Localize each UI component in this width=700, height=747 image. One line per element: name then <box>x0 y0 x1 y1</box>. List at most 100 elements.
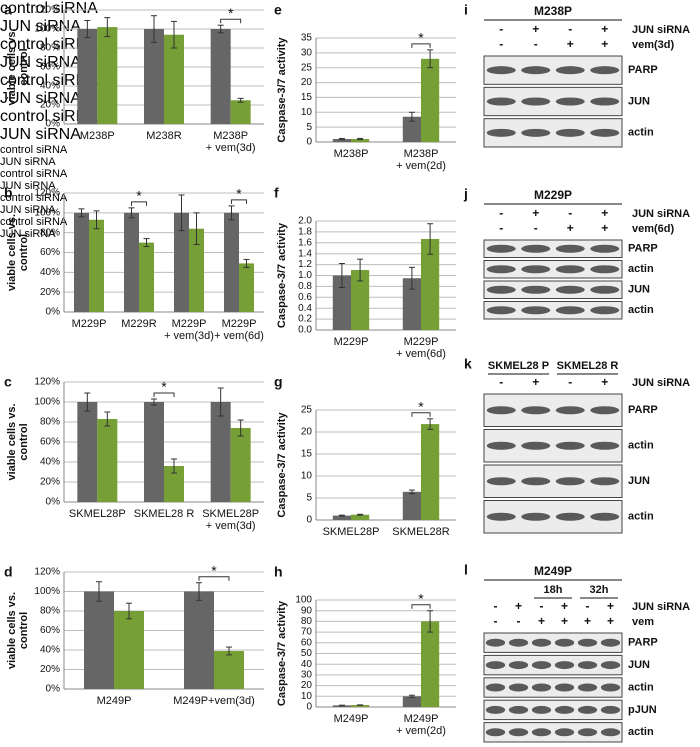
y-tick-label: 120% <box>34 377 60 388</box>
y-tick-label: 30 <box>301 670 313 681</box>
legend-label: JUN siRNA <box>0 180 56 192</box>
y-tick-label: 20% <box>40 477 60 488</box>
y-tick-label: 0.0 <box>298 325 312 336</box>
bar <box>164 466 184 502</box>
blot-band <box>521 97 551 106</box>
legend-label: control siRNA <box>0 72 98 89</box>
condition-label: JUN siRNA <box>632 24 690 36</box>
blot-strip <box>483 301 623 320</box>
bar <box>332 515 351 520</box>
y-tick-label: 10 <box>301 107 313 118</box>
x-tick-label: M229R <box>121 318 157 330</box>
bar <box>402 696 421 707</box>
legend-label: JUN siRNA <box>0 156 56 168</box>
bar <box>351 514 370 520</box>
bar <box>77 29 98 124</box>
y-tick-label: 0% <box>46 119 61 130</box>
error-bar <box>427 610 434 633</box>
legend-item: JUN siRNA <box>0 228 700 240</box>
blot-band <box>485 728 506 737</box>
bar <box>351 270 370 330</box>
error-bar <box>357 137 364 141</box>
x-tick-label: + vem(2d) <box>396 725 446 737</box>
panel-label: a <box>4 2 12 18</box>
y-tick-label: 40% <box>40 645 60 656</box>
blot-strip <box>483 393 623 427</box>
legend-item: JUN siRNA <box>0 18 700 36</box>
blot-band <box>508 638 529 647</box>
condition-sign: - <box>568 206 572 220</box>
y-tick-label: 15 <box>301 92 313 103</box>
significance-bracket <box>411 604 431 609</box>
blot-band <box>600 683 621 692</box>
bar <box>144 29 164 124</box>
y-tick-label: 15 <box>301 449 313 460</box>
error-bar <box>217 387 224 417</box>
condition-sign: - <box>534 37 538 51</box>
significance-bracket <box>131 201 147 206</box>
legend: control siRNA JUN siRNA <box>0 0 700 36</box>
y-tick-label: 5 <box>306 493 312 504</box>
condition-sign: + <box>538 614 545 628</box>
blot-band <box>590 97 620 106</box>
blot-band <box>521 265 551 274</box>
legend-item: control siRNA <box>0 144 700 156</box>
blot-band <box>555 285 585 294</box>
panel-label: f <box>274 185 279 201</box>
x-tick-label: M229P <box>72 318 107 330</box>
bar <box>421 621 440 707</box>
chart: h Caspase-3/7 activity 0102030405060708090… <box>274 564 456 737</box>
blot-band <box>521 244 551 253</box>
legend-label: control siRNA <box>0 168 68 180</box>
significance-star: * <box>418 590 424 606</box>
bar <box>189 228 204 312</box>
band-label: JUN <box>628 284 650 296</box>
bar <box>239 263 254 312</box>
band-label: actin <box>628 726 654 738</box>
blot-background <box>483 280 623 299</box>
bar <box>174 212 189 312</box>
error-bar <box>408 694 415 698</box>
error-bar <box>128 207 135 219</box>
error-bar <box>126 602 132 620</box>
blot-band <box>521 477 551 486</box>
legend-item: control siRNA <box>0 192 700 204</box>
blot-band <box>508 728 529 737</box>
error-bar <box>237 419 244 437</box>
blot-strip <box>483 722 623 743</box>
legend-item: control siRNA <box>0 168 700 180</box>
legend-label: JUN siRNA <box>0 90 81 107</box>
bar <box>421 58 440 142</box>
blot-band <box>600 728 621 737</box>
blot-band <box>521 128 551 137</box>
y-tick-label: 20 <box>301 427 313 438</box>
condition-label: vem <box>632 616 654 628</box>
y-tick-label: 0% <box>46 497 61 508</box>
y-tick-label: 70 <box>301 627 313 638</box>
blot-strip <box>483 86 623 117</box>
condition-sign: - <box>568 22 572 36</box>
panel-label: b <box>4 185 13 201</box>
legend-label: JUN siRNA <box>0 18 81 35</box>
blot-band <box>486 285 516 294</box>
blot-band <box>531 683 552 692</box>
blot-band <box>485 705 506 714</box>
blot-band <box>590 285 620 294</box>
blot-band <box>485 661 506 670</box>
blot-band <box>577 638 598 647</box>
significance-bracket <box>153 392 175 397</box>
bar <box>230 428 251 502</box>
blot-band <box>531 661 552 670</box>
bar <box>139 242 154 312</box>
bar <box>97 27 118 125</box>
y-tick-label: 20% <box>40 287 60 298</box>
group-label: 18h <box>544 584 563 596</box>
y-tick-label: 0.6 <box>298 292 312 303</box>
y-tick-label: 20% <box>40 664 60 675</box>
bar <box>74 212 89 312</box>
condition-sign: + <box>601 206 608 220</box>
blot-band <box>577 661 598 670</box>
blot-band <box>555 66 585 75</box>
significance-star: * <box>228 5 234 21</box>
